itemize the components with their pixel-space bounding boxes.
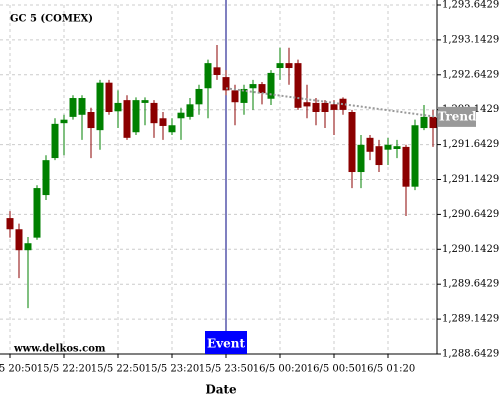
y-tick-label: 1,290.6429 xyxy=(442,209,499,220)
candle-body xyxy=(420,116,428,129)
candle-body xyxy=(60,119,68,124)
trend-label-box xyxy=(438,106,476,127)
candle-body xyxy=(285,63,293,69)
watermark: www.delkos.com xyxy=(13,344,106,355)
candle-body xyxy=(240,88,248,103)
x-tick-label: 15/5 20:50 xyxy=(0,364,37,375)
candle-body xyxy=(231,90,239,103)
candle-body xyxy=(186,104,194,117)
candle-body xyxy=(195,88,203,105)
candle-body xyxy=(330,104,338,110)
candle-body xyxy=(177,112,185,119)
candle-body xyxy=(402,146,410,187)
candle-body xyxy=(339,98,347,110)
chart-title: GC 5 (COMEX) xyxy=(10,14,93,25)
candle-body xyxy=(87,111,95,129)
candle-body xyxy=(168,125,176,133)
candle-body xyxy=(105,82,113,112)
candle-body xyxy=(429,116,437,129)
x-tick-label: 16/5 00:20 xyxy=(253,364,307,375)
x-axis-label: Date xyxy=(205,383,237,397)
candle-body xyxy=(357,144,365,173)
candle-body xyxy=(6,218,14,230)
y-tick-label: 1,289.1429 xyxy=(442,314,499,325)
x-tick-label: 16/5 01:20 xyxy=(361,364,415,375)
y-tick-label: 1,290.1429 xyxy=(442,244,499,255)
candle-body xyxy=(24,243,32,251)
candle-body xyxy=(249,84,257,89)
candle-body xyxy=(267,72,275,99)
y-tick-label: 1,291.1429 xyxy=(442,174,499,185)
trend-label: Trend xyxy=(437,109,477,123)
y-tick-label: 1,293.6429 xyxy=(442,0,499,11)
candle-body xyxy=(96,82,104,131)
candle-body xyxy=(78,98,86,115)
event-label: Event xyxy=(207,337,245,351)
candle-body xyxy=(132,100,140,133)
event-label-box xyxy=(205,331,247,354)
x-tick-label: 15/5 22:20 xyxy=(37,364,91,375)
candle-body xyxy=(303,102,311,107)
candle-body xyxy=(411,125,419,187)
candle-body xyxy=(42,160,50,196)
candle-body xyxy=(33,188,41,238)
y-tick-label: 1,291.6429 xyxy=(442,139,499,150)
x-tick-label: 15/5 23:50 xyxy=(199,364,253,375)
candle-body xyxy=(123,100,131,138)
x-tick-label: 16/5 00:50 xyxy=(307,364,361,375)
candle-body xyxy=(366,137,374,152)
x-tick-label: 15/5 22:50 xyxy=(91,364,145,375)
candle-body xyxy=(69,98,77,117)
y-tick-label: 1,293.1429 xyxy=(442,34,499,45)
candle-body xyxy=(114,102,122,112)
candle-body xyxy=(150,102,158,124)
candle-body xyxy=(375,146,383,166)
candle-body xyxy=(213,67,221,76)
trend-line xyxy=(225,87,438,118)
candle-body xyxy=(321,102,329,112)
candle-body xyxy=(159,118,167,126)
candle-body xyxy=(258,84,266,94)
candle-body xyxy=(393,146,401,149)
candle-body xyxy=(276,63,284,69)
y-tick-label: 1,292.6429 xyxy=(442,69,499,80)
candle-body xyxy=(141,100,149,103)
candle-body xyxy=(204,63,212,89)
candle-body xyxy=(222,77,230,91)
candle-body xyxy=(312,102,320,112)
y-tick-label: 1,289.6429 xyxy=(442,279,499,290)
x-tick-label: 15/5 23:20 xyxy=(145,364,199,375)
candle-body xyxy=(294,63,302,108)
y-tick-label: 1,288.6429 xyxy=(442,349,499,360)
candle-body xyxy=(384,144,392,150)
candle-body xyxy=(348,111,356,173)
candle-body xyxy=(51,123,59,159)
candle-body xyxy=(15,229,23,251)
